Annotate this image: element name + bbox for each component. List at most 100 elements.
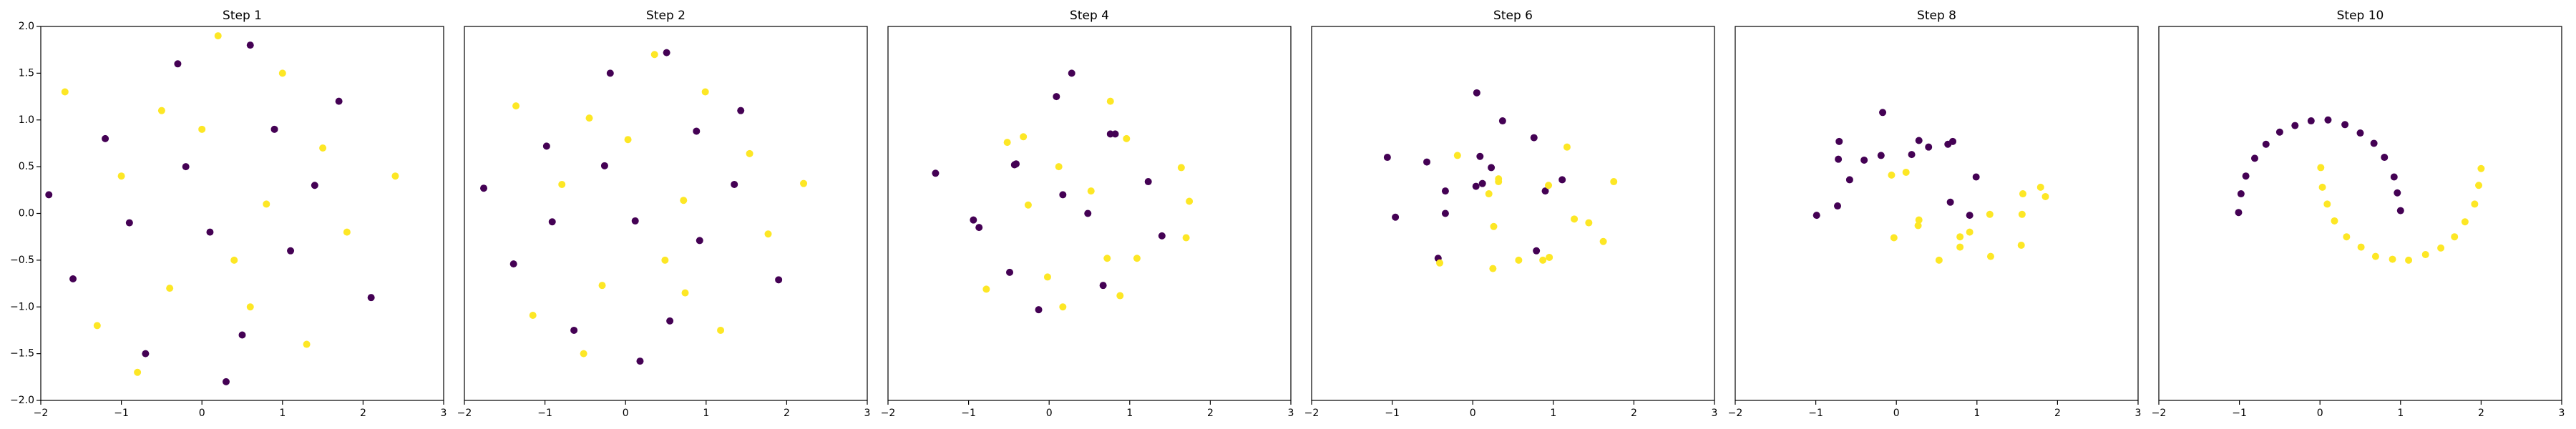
point [1144,178,1152,186]
point [693,127,701,135]
point [580,350,587,358]
point [1476,152,1484,160]
point [2307,117,2315,125]
x-tick-label: 3 [864,408,871,419]
point [303,340,311,348]
point [731,180,738,188]
point [1541,187,1549,195]
point [1956,233,1964,241]
point [61,88,69,96]
x-tick-label: 3 [1288,408,1294,419]
point [2237,190,2245,198]
point [69,275,77,283]
point [1472,182,1480,190]
point [2371,252,2379,260]
point [1099,282,1107,290]
point [529,312,537,320]
point [93,322,101,330]
point [1890,234,1898,242]
point [1084,209,1092,217]
point [2437,244,2445,252]
point [2017,241,2025,249]
point [2323,200,2331,208]
point [278,69,286,77]
point [134,368,142,376]
x-tick-label: 2 [2054,408,2061,419]
point [570,326,578,334]
point [1490,222,1498,230]
point [1585,219,1593,227]
point [932,169,940,177]
x-tick-label: 0 [1470,408,1476,419]
point [246,303,254,311]
x-tick-label: 0 [1046,408,1053,419]
point [1915,216,1923,224]
x-tick-label: −2 [457,408,472,419]
x-tick-label: −2 [1304,408,1319,419]
point [1087,187,1095,195]
point [1053,93,1060,101]
axes-frame [40,26,444,401]
point [606,69,614,77]
subplot-title: Step 4 [1070,9,1109,23]
point [1986,252,1994,260]
point [680,197,688,204]
point [1539,256,1547,264]
point [800,179,808,187]
point [775,276,783,284]
point [663,49,670,56]
point [2291,122,2299,129]
point [1533,247,1541,255]
point [600,162,608,169]
point [737,107,745,114]
point [45,191,53,199]
x-tick-label: −2 [34,408,49,419]
point [1489,265,1497,272]
point [2242,172,2250,180]
point [1392,213,1400,221]
y-tick-label: −2.0 [10,395,34,406]
point [558,180,566,188]
point [1473,89,1480,97]
point [1966,228,1974,236]
axes-frame [1311,26,1715,401]
point [1498,117,1506,125]
point [2477,164,2485,172]
point [367,294,375,302]
x-tick-label: 2 [1207,408,1214,419]
point [2341,121,2349,129]
point [125,219,133,227]
point [142,350,150,358]
x-tick-label: 3 [441,408,447,419]
point [1966,212,1974,220]
point [391,172,399,180]
x-tick-label: −1 [2232,408,2247,419]
point [2421,251,2429,259]
point [1043,273,1051,281]
point [319,144,327,152]
point [970,216,977,224]
point [2324,116,2332,124]
point [701,88,709,96]
point [542,142,550,150]
point [1478,179,1486,187]
point [1059,303,1067,311]
y-tick-label: 0.0 [19,208,34,220]
point [2394,189,2401,197]
point [1495,175,1503,183]
point [1423,158,1431,166]
point [1879,109,1887,117]
points [480,49,808,365]
x-tick-label: 2 [2478,408,2484,419]
x-tick-label: −2 [881,408,896,419]
point [343,228,351,236]
point [2471,200,2479,208]
x-tick-label: −1 [1808,408,1823,419]
subplot: Step 10 −2 −1 0 1 2 3 [2152,9,2565,419]
point [1436,259,1444,267]
point [650,51,658,59]
point [1845,176,1853,184]
x-tick-label: 2 [360,408,366,419]
y-tick-label: 2.0 [19,21,34,32]
point [1835,155,1843,163]
